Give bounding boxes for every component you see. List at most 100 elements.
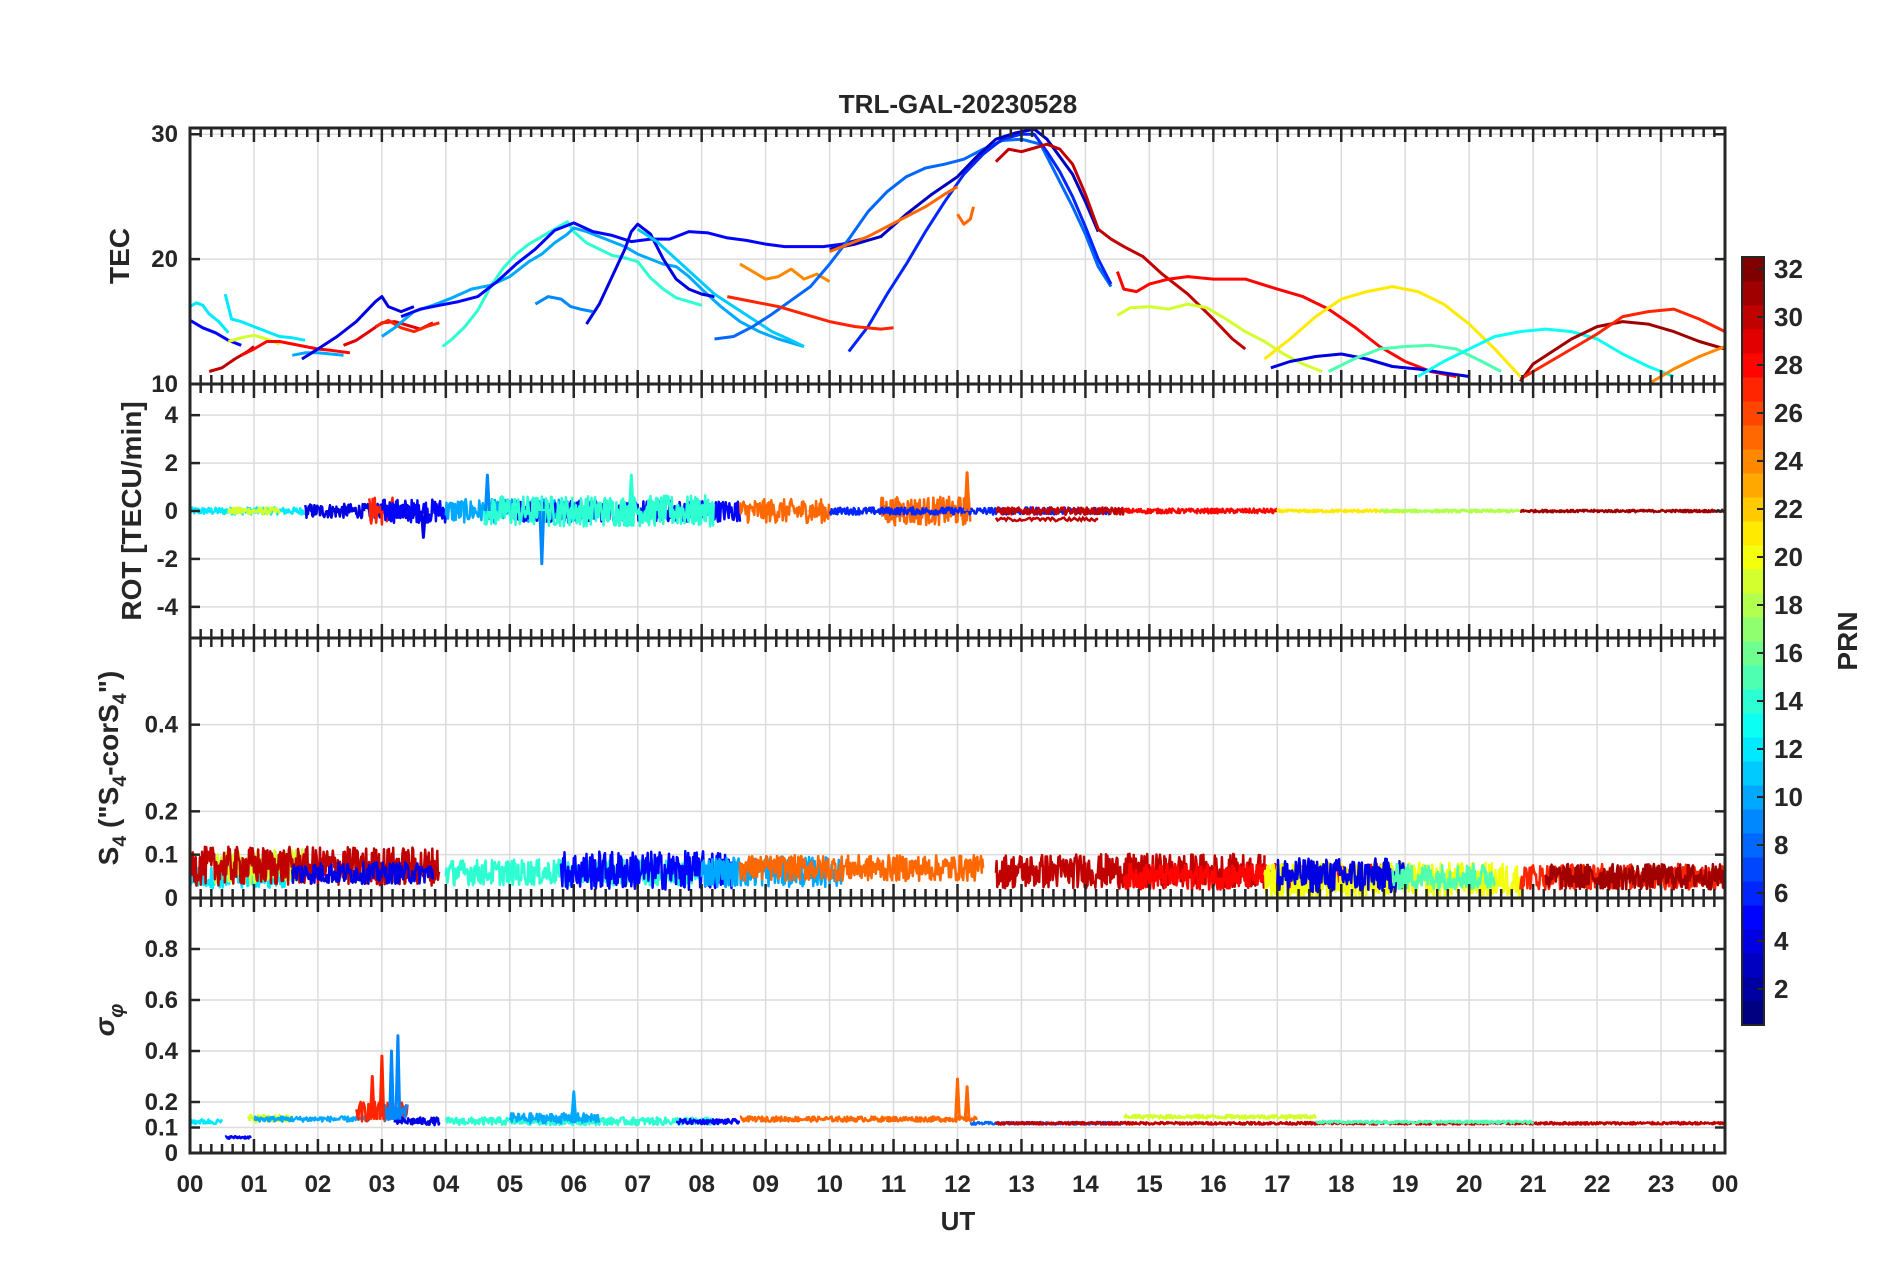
colorbar-segment [1742, 545, 1764, 570]
series-line [1115, 271, 1457, 378]
colorbar-segment [1742, 257, 1764, 282]
panel-S4-data [190, 845, 1725, 898]
x-tick-label: 23 [1648, 1171, 1675, 1198]
spike [394, 1034, 402, 1120]
series-line [847, 132, 1113, 353]
colorbar-segment [1742, 353, 1764, 378]
colorbar-tick-label: 22 [1774, 494, 1803, 524]
colorbar-tick-label: 26 [1774, 398, 1803, 428]
panel-TEC-data [190, 128, 1725, 384]
colorbar-frame [1741, 256, 1765, 1026]
data-layer [190, 128, 1725, 1140]
noise-series [227, 506, 281, 516]
x-tick-label: 15 [1136, 1171, 1163, 1198]
series-line [441, 220, 703, 348]
colorbar-tick-label: 10 [1774, 782, 1803, 812]
series-line [208, 345, 255, 373]
colorbar-tick-label: 16 [1774, 638, 1803, 668]
frame-layer [188, 126, 1727, 1155]
x-tick-label: 14 [1072, 1171, 1099, 1198]
colorbar-segment [1742, 977, 1764, 1002]
x-tick-label: 00 [1712, 1171, 1739, 1198]
x-tick-label: 05 [496, 1171, 523, 1198]
colorbar-tick-label: 24 [1774, 446, 1803, 476]
y-tick-label: 4 [165, 402, 179, 429]
noise-series [1379, 508, 1521, 514]
noise-series [738, 853, 985, 883]
x-tick-label: 06 [560, 1171, 587, 1198]
colorbar-segment [1742, 329, 1764, 354]
x-axis-label: UT [941, 1206, 976, 1236]
colorbar-segment [1742, 881, 1764, 906]
x-tick-label: 21 [1520, 1171, 1547, 1198]
x-tick-label: 17 [1264, 1171, 1291, 1198]
y-axis-label: TEC [104, 228, 135, 284]
colorbar-tick-label: 14 [1774, 686, 1803, 716]
colorbar-segment [1742, 305, 1764, 330]
y-tick-label: 0.6 [145, 987, 178, 1014]
x-tick-label: 07 [624, 1171, 651, 1198]
y-axis-label: ROT [TECU/min] [116, 401, 147, 620]
series-line [739, 262, 831, 283]
colorbar-segment [1742, 473, 1764, 498]
colorbar-tick-label: 20 [1774, 542, 1803, 572]
noise-series [224, 1134, 252, 1140]
colorbar-tick-label: 4 [1774, 926, 1789, 956]
colorbar-segment [1742, 617, 1764, 642]
x-tick-label: 01 [241, 1171, 268, 1198]
colorbar-segment [1742, 857, 1764, 882]
x-tick-label: 09 [752, 1171, 779, 1198]
colorbar-segment [1742, 809, 1764, 834]
colorbar-tick-label: 18 [1774, 590, 1803, 620]
colorbar-segment [1742, 569, 1764, 594]
series-line [1116, 302, 1323, 373]
y-tick-label: 0.4 [145, 1038, 179, 1065]
noise-series [380, 498, 448, 525]
colorbar-segment [1742, 665, 1764, 690]
series-line [534, 295, 594, 314]
figure-title: TRL-GAL-20230528 [839, 89, 1077, 119]
series-line [636, 227, 805, 348]
spike [388, 1049, 395, 1120]
series-line [829, 128, 1100, 251]
noise-series [393, 1116, 441, 1127]
colorbar-segment [1742, 425, 1764, 450]
colorbar-segment [1742, 1001, 1764, 1026]
series-line [190, 319, 242, 347]
x-tick-label: 20 [1456, 1171, 1483, 1198]
noise-series [1276, 857, 1407, 894]
y-tick-label: 0.2 [145, 1089, 178, 1116]
y-axis-label: σφ [89, 1004, 128, 1037]
colorbar-tick-label: 2 [1774, 974, 1788, 1004]
series-line [1327, 343, 1502, 373]
series-line [381, 226, 805, 348]
noise-series [1122, 1113, 1317, 1120]
y-tick-label: 0 [165, 498, 178, 525]
noise-series [253, 1115, 371, 1123]
colorbar-segment [1742, 497, 1764, 522]
y-tick-label: 0.1 [145, 842, 178, 869]
x-tick-label: 12 [944, 1171, 971, 1198]
series-line [585, 222, 715, 325]
x-tick-label: 02 [305, 1171, 332, 1198]
y-tick-label: 30 [151, 121, 178, 148]
colorbar-segment [1742, 641, 1764, 666]
series-line [994, 142, 1247, 351]
y-tick-label: -4 [157, 594, 179, 621]
noise-series [482, 494, 716, 528]
y-tick-label: 0.8 [145, 936, 178, 963]
y-tick-label: 0 [165, 1140, 178, 1167]
colorbar-segment [1742, 761, 1764, 786]
spike [368, 1075, 376, 1120]
y-tick-label: 0.1 [145, 1115, 178, 1142]
spike [627, 473, 635, 512]
noise-series [738, 497, 831, 525]
series-line [240, 340, 351, 357]
y-tick-label: 10 [151, 371, 178, 398]
colorbar-segment [1742, 521, 1764, 546]
series-line [1417, 327, 1675, 378]
x-tick-label: 00 [177, 1171, 204, 1198]
noise-series [508, 1111, 601, 1125]
spike [954, 1077, 961, 1120]
y-tick-label: 2 [165, 450, 178, 477]
